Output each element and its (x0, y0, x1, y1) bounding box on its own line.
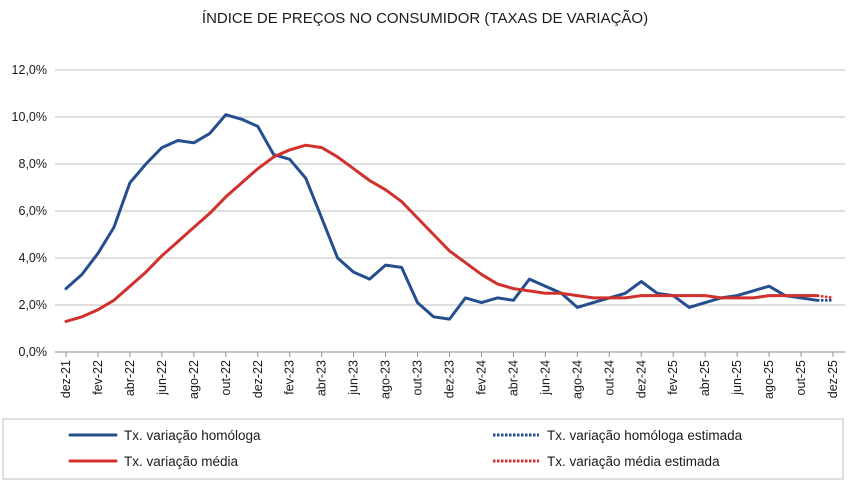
x-tick-label: dez-23 (443, 360, 457, 398)
x-tick-label: dez-22 (251, 360, 265, 398)
x-tick-label: fev-25 (666, 360, 680, 395)
chart-title: ÍNDICE DE PREÇOS NO CONSUMIDOR (TAXAS DE… (202, 10, 648, 27)
x-tick-label: ago-23 (379, 360, 393, 399)
x-tick-label: fev-24 (474, 360, 488, 395)
y-axis-ticks: 0,0% 2,0% 4,0% 6,0% 8,0% 10,0% 12,0% (12, 63, 47, 359)
series-line (64, 143, 819, 323)
x-tick-label: jun-24 (538, 360, 552, 396)
series-line (64, 113, 819, 321)
x-tick-label: out-22 (219, 360, 233, 395)
x-tick-label: ago-22 (187, 360, 201, 399)
x-tick-label: abr-22 (123, 360, 137, 396)
y-tick-label: 8,0% (19, 157, 48, 171)
x-tick-label: out-24 (602, 360, 616, 395)
y-tick-label: 10,0% (12, 110, 47, 124)
legend-box (2, 418, 844, 480)
series-lines (64, 113, 834, 323)
x-tick-label: ago-24 (570, 360, 584, 399)
legend-label: Tx. variação média (124, 454, 239, 469)
x-tick-label: abr-23 (315, 360, 329, 396)
x-tick-label: fev-22 (91, 360, 105, 395)
y-tick-label: 2,0% (19, 298, 48, 312)
x-tick-label: fev-23 (283, 360, 297, 395)
gridlines (55, 69, 845, 353)
x-tick-label: dez-25 (826, 360, 840, 398)
x-tick-label: abr-24 (506, 360, 520, 396)
legend-label: Tx. variação homóloga (124, 428, 261, 443)
legend-label: Tx. variação média estimada (547, 454, 720, 469)
y-tick-label: 12,0% (12, 63, 47, 77)
x-axis: dez-21 fev-22 abr-22 jun-22 ago-22 out-22 dez-… (59, 352, 840, 399)
legend: Tx. variação homóloga Tx. variação média T… (2, 418, 844, 480)
y-tick-label: 4,0% (19, 251, 48, 265)
legend-label: Tx. variação homóloga estimada (547, 428, 743, 443)
x-tick-label: out-23 (411, 360, 425, 395)
x-tick-label: dez-24 (634, 360, 648, 398)
x-tick-label: jun-23 (347, 360, 361, 396)
x-tick-label: dez-21 (59, 360, 73, 398)
x-tick-label: abr-25 (698, 360, 712, 396)
x-tick-label: ago-25 (762, 360, 776, 399)
y-tick-label: 0,0% (19, 345, 48, 359)
x-tick-label: jun-25 (730, 360, 744, 396)
y-tick-label: 6,0% (19, 204, 48, 218)
x-tick-label: jun-22 (155, 360, 169, 396)
x-tick-label: out-25 (794, 360, 808, 395)
series-line (816, 294, 834, 300)
